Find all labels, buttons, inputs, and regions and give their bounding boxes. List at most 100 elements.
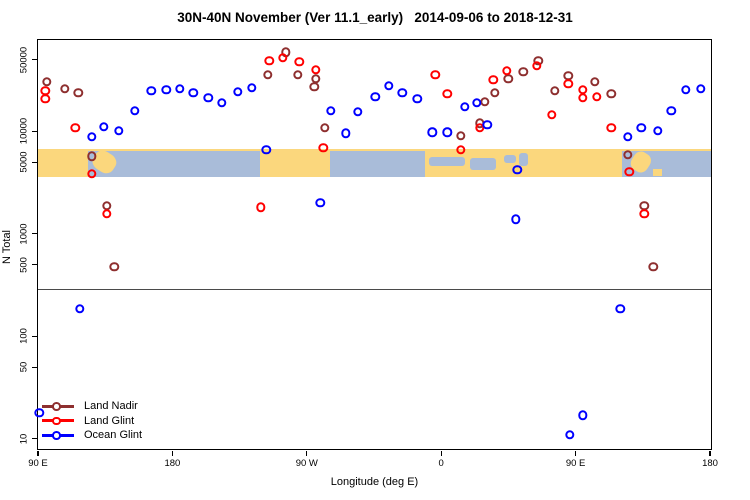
data-point bbox=[511, 214, 521, 224]
data-point bbox=[427, 127, 437, 137]
x-axis-tick bbox=[171, 450, 174, 456]
data-point bbox=[70, 123, 81, 133]
data-point bbox=[233, 87, 243, 97]
x-axis-tick bbox=[306, 450, 308, 456]
data-point bbox=[518, 67, 529, 77]
x-tick-label: 90 W bbox=[295, 458, 318, 469]
y-tick-label: 100 bbox=[18, 328, 30, 345]
legend-marker bbox=[52, 431, 61, 440]
reference-line bbox=[38, 288, 711, 290]
data-point bbox=[623, 132, 633, 142]
x-tick-label: 180 bbox=[164, 458, 181, 469]
chart-title: 30N-40N November (Ver 11.1_early) 2014-0… bbox=[177, 10, 573, 25]
data-point bbox=[99, 122, 109, 132]
data-point bbox=[563, 79, 573, 89]
data-point bbox=[109, 262, 119, 272]
data-point bbox=[606, 123, 617, 133]
y-axis-tick bbox=[31, 130, 37, 132]
y-tick-label: 5000 bbox=[18, 151, 30, 173]
legend-marker bbox=[52, 416, 61, 426]
y-tick-label: 1000 bbox=[18, 223, 30, 245]
data-point bbox=[490, 88, 500, 98]
data-point bbox=[352, 107, 363, 117]
land-segment bbox=[259, 149, 330, 177]
data-point bbox=[412, 94, 422, 104]
water-inset bbox=[518, 152, 528, 166]
data-point bbox=[309, 82, 319, 92]
y-axis-tick bbox=[31, 264, 37, 266]
y-axis-tick bbox=[31, 366, 37, 368]
data-point bbox=[397, 88, 408, 98]
data-point bbox=[442, 89, 452, 99]
data-point bbox=[318, 143, 328, 153]
data-point bbox=[488, 75, 499, 85]
data-point bbox=[320, 123, 330, 133]
data-point bbox=[549, 86, 560, 96]
data-point bbox=[442, 127, 452, 137]
data-point bbox=[648, 262, 658, 272]
y-tick-label: 50000 bbox=[18, 46, 30, 73]
data-point bbox=[532, 61, 542, 71]
data-point bbox=[294, 57, 305, 67]
data-point bbox=[315, 198, 325, 208]
data-point bbox=[75, 304, 85, 314]
data-point bbox=[87, 132, 97, 142]
data-point bbox=[615, 304, 626, 314]
legend-item: Land Glint bbox=[40, 414, 142, 429]
data-point bbox=[101, 209, 112, 219]
legend-label: Ocean Glint bbox=[84, 429, 143, 442]
data-point bbox=[42, 77, 52, 87]
data-point bbox=[34, 407, 45, 418]
x-axis-title: Longitude (deg E) bbox=[330, 476, 419, 488]
data-point bbox=[87, 151, 97, 162]
y-axis-tick bbox=[31, 59, 37, 61]
data-point bbox=[639, 209, 649, 219]
y-tick-label: 500 bbox=[18, 256, 30, 273]
land-segment bbox=[38, 149, 89, 177]
data-point bbox=[188, 88, 198, 98]
data-point bbox=[203, 93, 213, 103]
data-point bbox=[653, 126, 663, 136]
water-inset bbox=[503, 154, 516, 163]
data-point bbox=[623, 150, 633, 160]
data-point bbox=[263, 70, 273, 80]
data-point bbox=[512, 165, 523, 175]
data-point bbox=[216, 98, 227, 108]
legend-item: Land Nadir bbox=[40, 399, 142, 414]
data-point bbox=[246, 83, 257, 93]
map-band bbox=[38, 149, 711, 177]
data-point bbox=[384, 81, 394, 91]
water-inset bbox=[469, 158, 497, 171]
y-axis-tick bbox=[31, 438, 37, 440]
data-point bbox=[255, 202, 266, 212]
data-point bbox=[73, 88, 84, 98]
data-point bbox=[696, 84, 706, 94]
x-tick-label: 90 E bbox=[565, 458, 586, 469]
land-segment bbox=[653, 169, 663, 176]
data-point bbox=[370, 92, 381, 102]
data-point bbox=[175, 84, 185, 94]
x-axis-tick bbox=[709, 450, 711, 456]
data-point bbox=[578, 410, 588, 420]
data-point bbox=[40, 94, 51, 104]
data-point bbox=[278, 53, 288, 63]
data-point bbox=[340, 128, 351, 138]
legend-label: Land Glint bbox=[84, 414, 135, 427]
x-tick-label: 90 E bbox=[28, 458, 48, 469]
legend: Land Nadir Land Glint Ocean Glint bbox=[40, 399, 142, 443]
data-point bbox=[460, 102, 470, 112]
y-axis-tick bbox=[31, 233, 37, 235]
y-axis-title: N Total bbox=[1, 229, 13, 265]
data-point bbox=[130, 106, 140, 116]
data-point bbox=[325, 106, 336, 116]
data-point bbox=[502, 66, 512, 76]
data-point bbox=[264, 55, 275, 66]
data-point bbox=[681, 85, 691, 95]
data-point bbox=[293, 70, 303, 80]
x-tick-label: 0 bbox=[438, 458, 444, 469]
x-axis-tick bbox=[37, 450, 39, 456]
data-point bbox=[590, 77, 600, 87]
legend-marker bbox=[52, 402, 61, 411]
data-point bbox=[666, 106, 676, 116]
